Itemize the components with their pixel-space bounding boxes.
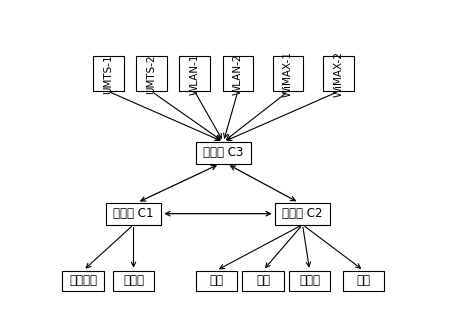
- Text: WLAN-1: WLAN-1: [189, 53, 199, 95]
- FancyArrowPatch shape: [195, 94, 221, 138]
- Text: WLAN-2: WLAN-2: [232, 53, 242, 95]
- Text: 总带宽: 总带宽: [123, 275, 144, 287]
- FancyArrowPatch shape: [141, 166, 216, 201]
- Text: 成本组 C2: 成本组 C2: [282, 207, 322, 220]
- Bar: [288, 270, 330, 291]
- Bar: [136, 56, 166, 91]
- Bar: [274, 203, 330, 225]
- FancyArrowPatch shape: [165, 211, 270, 216]
- Bar: [342, 270, 383, 291]
- Bar: [222, 56, 252, 91]
- FancyArrowPatch shape: [153, 93, 219, 139]
- FancyArrowPatch shape: [230, 166, 294, 201]
- Text: UMTS-1: UMTS-1: [103, 54, 113, 94]
- FancyArrowPatch shape: [226, 92, 335, 140]
- FancyArrowPatch shape: [321, 207, 326, 220]
- Text: WiMAX-1: WiMAX-1: [282, 51, 293, 97]
- Bar: [323, 56, 353, 91]
- Bar: [93, 56, 123, 91]
- FancyArrowPatch shape: [265, 227, 300, 267]
- FancyArrowPatch shape: [109, 207, 114, 220]
- Text: WiMAX-2: WiMAX-2: [333, 51, 343, 97]
- Text: 方案组 C3: 方案组 C3: [203, 146, 243, 159]
- FancyArrowPatch shape: [111, 92, 219, 140]
- FancyArrowPatch shape: [86, 226, 131, 268]
- Text: 可用带宽: 可用带宽: [69, 275, 97, 287]
- FancyArrowPatch shape: [219, 226, 300, 269]
- FancyArrowPatch shape: [304, 226, 360, 268]
- Bar: [195, 142, 251, 164]
- FancyArrowPatch shape: [131, 227, 136, 266]
- FancyArrowPatch shape: [223, 94, 237, 138]
- Bar: [63, 270, 104, 291]
- Bar: [113, 270, 154, 291]
- Text: 功能组 C1: 功能组 C1: [113, 207, 153, 220]
- Text: 时延: 时延: [209, 275, 223, 287]
- Bar: [272, 56, 303, 91]
- Text: 抖动: 抖动: [256, 275, 269, 287]
- Bar: [195, 270, 237, 291]
- Bar: [106, 203, 161, 225]
- Text: UMTS-2: UMTS-2: [146, 54, 156, 94]
- Bar: [242, 270, 283, 291]
- Bar: [179, 56, 209, 91]
- Text: 丢包率: 丢包率: [299, 275, 319, 287]
- FancyArrowPatch shape: [226, 93, 285, 139]
- FancyArrowPatch shape: [302, 227, 310, 266]
- Text: 价格: 价格: [356, 275, 370, 287]
